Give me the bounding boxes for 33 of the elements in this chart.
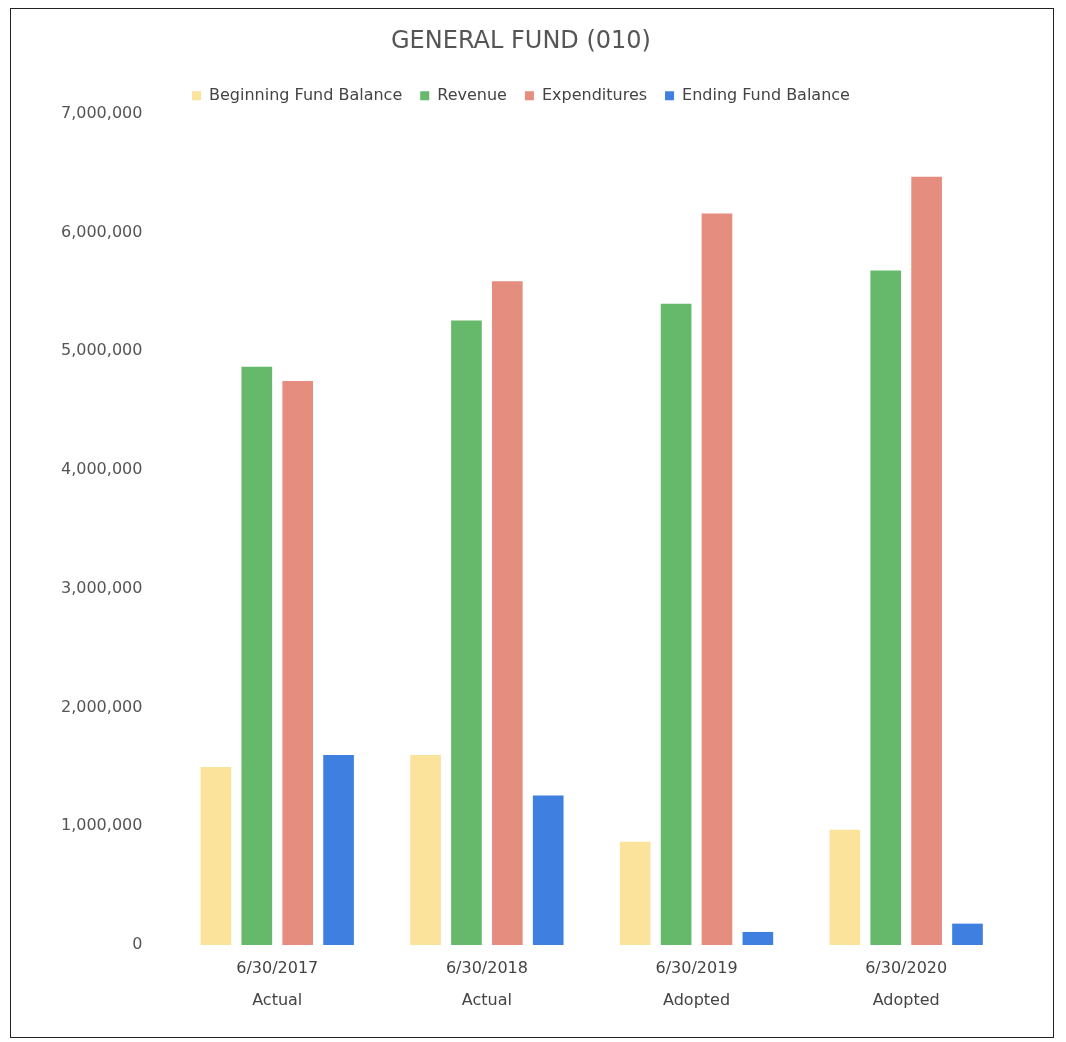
legend-label: Revenue — [437, 84, 507, 104]
y-tick-label: 6,000,000 — [60, 221, 143, 241]
y-tick-label: 1,000,000 — [60, 815, 143, 835]
bar — [660, 303, 692, 945]
bar — [323, 755, 354, 945]
bar — [532, 795, 564, 945]
y-tick-label: 0 — [132, 934, 143, 954]
bar — [742, 931, 774, 945]
bar — [911, 176, 942, 945]
legend-label: Ending Fund Balance — [682, 84, 850, 104]
y-tick-label: 4,000,000 — [60, 459, 143, 479]
bar — [619, 841, 651, 945]
y-tick-label: 3,000,000 — [60, 577, 143, 597]
bar — [282, 380, 314, 945]
bar — [829, 829, 861, 945]
x-tick-label: 6/30/2019 Adopted — [655, 958, 738, 1010]
bar — [200, 766, 232, 945]
chart-title: GENERAL FUND (010) — [391, 25, 651, 54]
bar — [701, 213, 733, 945]
y-tick-label: 5,000,000 — [60, 340, 143, 360]
bar — [952, 923, 983, 945]
bar — [870, 270, 902, 945]
legend-label: Expenditures — [541, 84, 648, 104]
y-tick-label: 2,000,000 — [60, 696, 143, 716]
x-tick-label: 6/30/2018 Actual — [445, 958, 528, 1010]
bar — [451, 320, 482, 945]
bar — [492, 281, 523, 945]
x-tick-label: 6/30/2017 Actual — [236, 958, 319, 1010]
bar — [241, 366, 273, 945]
x-tick-label: 6/30/2020 Adopted — [865, 958, 948, 1010]
bar — [410, 755, 441, 945]
y-tick-label: 7,000,000 — [60, 102, 143, 122]
legend-label: Beginning Fund Balance — [209, 84, 403, 104]
